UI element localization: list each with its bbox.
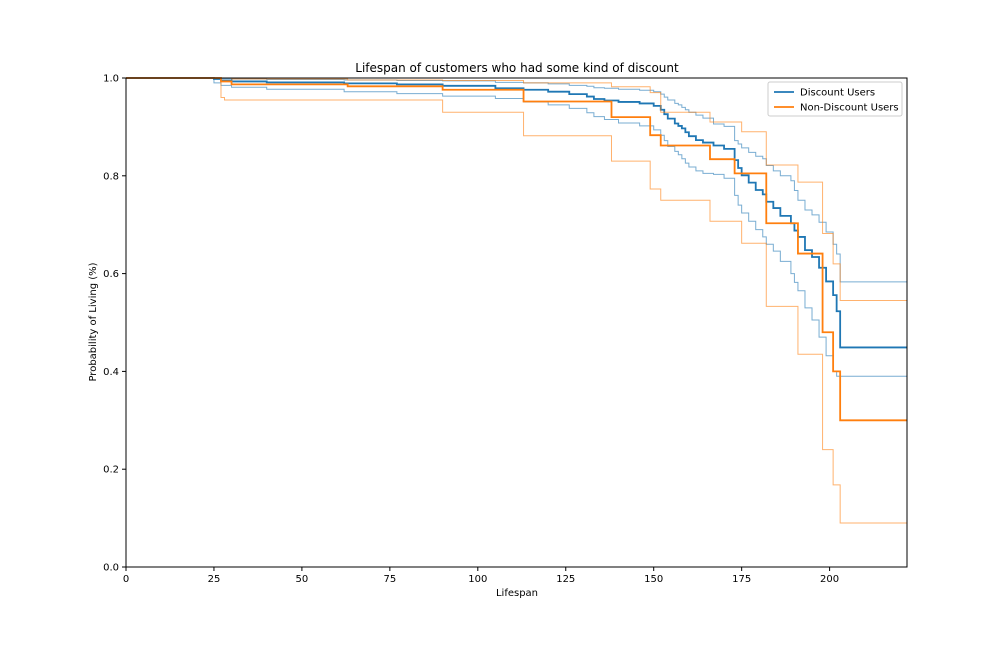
legend: Discount Users Non-Discount Users [767,81,903,117]
x-tick-label: 100 [468,574,487,585]
x-tick-label: 200 [820,574,839,585]
series-1-line [126,77,907,422]
x-tick-label: 75 [383,574,396,585]
legend-label: Non-Discount Users [800,103,899,114]
y-tick-label: 0.4 [103,367,119,378]
series-1-ci-lower [126,77,907,524]
x-tick-label: 175 [732,574,751,585]
series-1 [126,77,907,524]
y-tick-label: 0.0 [103,563,119,574]
y-tick-label: 0.2 [103,465,119,476]
series-0 [126,77,907,377]
chart-title: Lifespan of customers who had some kind … [355,61,679,75]
legend-label: Discount Users [800,88,875,99]
x-axis: 0 25 50 75 100 125 150 175 200 [123,567,839,585]
x-tick-label: 125 [556,574,575,585]
series-0-line [126,77,907,349]
series-1-ci-upper [126,77,907,301]
y-axis-label: Probability of Living (%) [88,262,99,381]
series-0-ci-lower [126,77,907,377]
y-tick-label: 1.0 [103,74,119,85]
x-tick-label: 150 [644,574,663,585]
plot-area [126,77,907,524]
x-tick-label: 50 [296,574,309,585]
legend-box [767,81,903,117]
x-axis-label: Lifespan [496,588,538,599]
x-tick-label: 0 [123,574,129,585]
y-tick-label: 0.8 [103,171,119,182]
x-tick-label: 25 [208,574,221,585]
y-tick-label: 0.6 [103,269,119,280]
plot-frame [125,77,908,568]
y-axis: 0.0 0.2 0.4 0.6 0.8 1.0 [103,74,126,574]
